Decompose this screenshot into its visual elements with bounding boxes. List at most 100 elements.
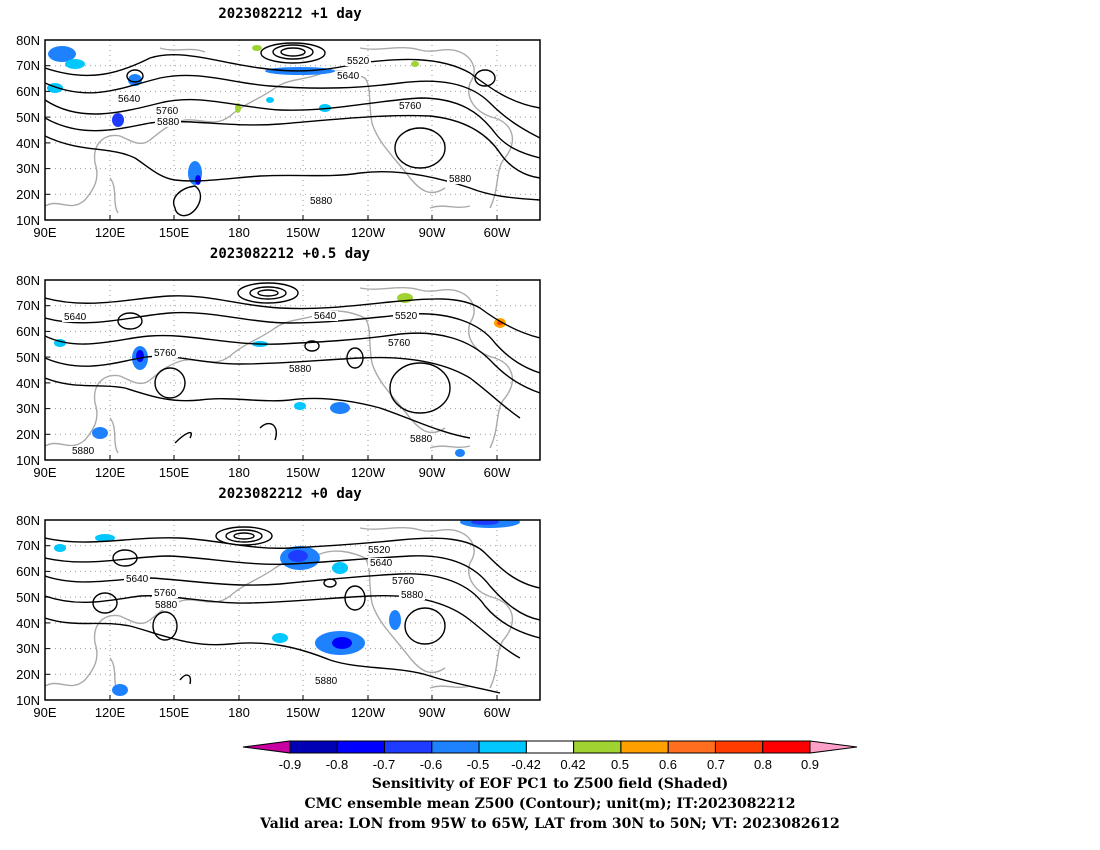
lon-tick: 180 (228, 465, 250, 480)
map-panel-2: 5640 5640 5520 5760 5760 5880 5880 5880 … (16, 273, 541, 480)
colorbar-label: 0.6 (659, 757, 677, 772)
lon-tick: 150W (286, 705, 321, 720)
contour-label: 5760 (154, 588, 177, 599)
contour-label: 5880 (449, 174, 472, 185)
lon-tick: 180 (228, 705, 250, 720)
contour-label: 5760 (392, 576, 415, 587)
lon-tick: 120W (351, 705, 386, 720)
lon-tick: 90E (33, 225, 56, 240)
lat-tick: 80N (16, 513, 40, 528)
lon-tick: 90E (33, 705, 56, 720)
colorbar-label: 0.8 (754, 757, 772, 772)
contour-label: 5880 (289, 364, 312, 375)
lon-tick: 120W (351, 465, 386, 480)
lat-tick: 60N (16, 84, 40, 99)
lat-tick: 70N (16, 58, 40, 73)
panel-2-title: 2023082212 +0.5 day (209, 246, 371, 262)
lat-tick: 40N (16, 616, 40, 631)
colorbar-label: -0.5 (467, 757, 489, 772)
contour-label: 5520 (368, 545, 391, 556)
lon-tick: 150W (286, 225, 321, 240)
panel-3-title: 2023082212 +0 day (218, 486, 362, 502)
contour-label: 5640 (64, 312, 87, 323)
contour-label: 5640 (370, 558, 393, 569)
lat-tick: 60N (16, 324, 40, 339)
colorbar-high-extend (809, 740, 858, 754)
colorbar-label: -0.6 (420, 757, 442, 772)
lon-tick: 150E (159, 465, 190, 480)
colorbar-label: -0.9 (279, 757, 301, 772)
lon-tick: 120E (95, 465, 126, 480)
contour-label: 5640 (126, 574, 149, 585)
lat-tick: 40N (16, 136, 40, 151)
lat-tick: 70N (16, 538, 40, 553)
contour-label: 5760 (399, 101, 422, 112)
lon-tick: 60W (484, 705, 511, 720)
lon-tick: 180 (228, 225, 250, 240)
colorbar-cell (289, 740, 338, 754)
lat-tick: 20N (16, 667, 40, 682)
lat-tick: 50N (16, 350, 40, 365)
colorbar-low-extend (242, 740, 291, 754)
lat-tick: 30N (16, 161, 40, 176)
lat-tick: 30N (16, 401, 40, 416)
lon-tick: 150E (159, 705, 190, 720)
colorbar-cell (620, 740, 669, 754)
colorbar-label: 0.9 (801, 757, 819, 772)
caption-line-1: Sensitivity of EOF PC1 to Z500 field (Sh… (371, 776, 729, 792)
contour-label: 5880 (310, 196, 333, 207)
caption-line-2: CMC ensemble mean Z500 (Contour); unit(m… (304, 796, 796, 812)
lat-tick: 20N (16, 427, 40, 442)
contour-label: 5880 (315, 676, 338, 687)
colorbar-cell (525, 740, 575, 754)
lat-tick: 10N (16, 213, 40, 228)
lat-tick: 70N (16, 298, 40, 313)
colorbar-cell (667, 740, 716, 754)
lon-tick: 60W (484, 465, 511, 480)
lon-tick: 90W (419, 705, 446, 720)
contour-label: 5880 (157, 117, 180, 128)
lat-tick: 50N (16, 110, 40, 125)
colorbar-cell (336, 740, 386, 754)
lat-tick: 10N (16, 453, 40, 468)
colorbar-cell (714, 740, 764, 754)
lon-tick: 120E (95, 705, 126, 720)
contour-label: 5880 (72, 446, 95, 457)
colorbar-cell (384, 740, 433, 754)
contour-label: 5640 (118, 94, 141, 105)
colorbar-label: 0.42 (560, 757, 585, 772)
colorbar-label: -0.8 (326, 757, 348, 772)
lat-tick: 10N (16, 693, 40, 708)
contour-label: 5640 (314, 311, 337, 322)
colorbar-label: -0.42 (511, 757, 541, 772)
panel-1-title: 2023082212 +1 day (218, 6, 362, 22)
contour-label: 5760 (156, 106, 179, 117)
contour-label: 5640 (337, 71, 360, 82)
lon-tick: 90W (419, 465, 446, 480)
lon-tick: 90E (33, 465, 56, 480)
lon-tick: 150E (159, 225, 190, 240)
caption-line-3: Valid area: LON from 95W to 65W, LAT fro… (260, 816, 840, 832)
lon-tick: 150W (286, 465, 321, 480)
contour-label: 5760 (154, 348, 177, 359)
colorbar-cell (573, 740, 622, 754)
lat-tick: 80N (16, 273, 40, 288)
lon-tick: 90W (419, 225, 446, 240)
lat-tick: 50N (16, 590, 40, 605)
colorbar-cell (478, 740, 527, 754)
colorbar: -0.9 -0.8 -0.7 -0.6 -0.5 -0.42 0.42 0.5 … (242, 740, 858, 772)
colorbar-cell (762, 740, 811, 754)
contour-label: 5520 (395, 311, 418, 322)
map-panel-3: 5520 5640 5640 5760 5760 5880 5880 5880 … (16, 513, 541, 720)
lat-tick: 80N (16, 33, 40, 48)
colorbar-label: 0.7 (707, 757, 725, 772)
lon-tick: 60W (484, 225, 511, 240)
lat-tick: 30N (16, 641, 40, 656)
contour-label: 5880 (410, 434, 433, 445)
lat-tick: 40N (16, 376, 40, 391)
contour-label: 5880 (401, 590, 424, 601)
colorbar-label: 0.5 (611, 757, 629, 772)
map-panel-1: 5520 5640 5640 5760 5760 5880 5880 5880 … (16, 33, 541, 240)
contour-label: 5880 (155, 600, 178, 611)
lat-tick: 60N (16, 564, 40, 579)
